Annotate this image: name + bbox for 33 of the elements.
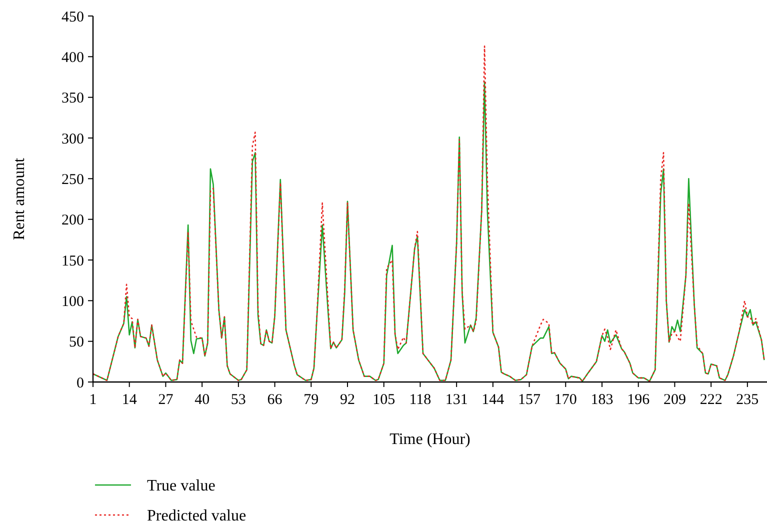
legend-label: True value	[147, 478, 216, 495]
y-tick-label: 400	[62, 50, 84, 66]
x-tick-label: 209	[663, 392, 686, 408]
y-tick-label: 100	[62, 294, 84, 310]
y-tick-label: 450	[62, 9, 84, 26]
y-tick-label: 250	[62, 172, 84, 188]
y-tick-label: 150	[62, 253, 84, 270]
x-tick-label: 79	[304, 392, 319, 408]
x-tick-label: 118	[409, 392, 432, 408]
x-tick-label: 196	[627, 392, 650, 408]
y-tick-label: 300	[62, 131, 84, 148]
x-axis-title: Time (Hour)	[390, 431, 470, 448]
x-tick-label: 53	[230, 392, 246, 408]
x-tick-label: 66	[267, 392, 283, 408]
y-axis-title: Rent amount	[11, 157, 28, 240]
x-tick-label: 131	[445, 392, 468, 408]
y-tick-label: 0	[76, 375, 84, 392]
x-tick-label: 183	[590, 392, 614, 408]
x-tick-label: 170	[554, 392, 577, 408]
y-tick-label: 200	[62, 212, 84, 229]
x-tick-label: 235	[736, 392, 759, 408]
x-tick-label: 157	[518, 392, 542, 408]
legend-label: Predicted value	[147, 508, 246, 525]
x-tick-label: 40	[194, 392, 210, 408]
x-tick-label: 27	[158, 392, 174, 408]
x-tick-label: 1	[89, 392, 97, 408]
x-tick-label: 222	[700, 392, 722, 408]
y-tick-label: 50	[69, 334, 84, 351]
x-tick-label: 144	[482, 392, 505, 408]
x-tick-label: 14	[122, 392, 138, 408]
x-tick-label: 105	[372, 392, 396, 408]
y-tick-label: 350	[62, 90, 84, 107]
x-tick-label: 92	[340, 392, 355, 408]
